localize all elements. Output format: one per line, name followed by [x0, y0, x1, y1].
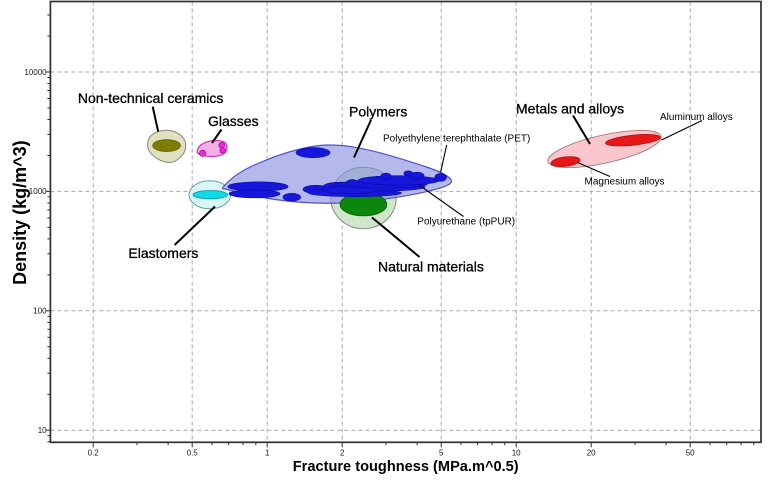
svg-text:Aluminum alloys: Aluminum alloys: [660, 112, 733, 123]
svg-text:2: 2: [340, 449, 345, 458]
svg-text:10000: 10000: [24, 68, 47, 77]
svg-text:Fracture toughness (MPa.m^0.5): Fracture toughness (MPa.m^0.5): [293, 459, 519, 475]
svg-text:0.2: 0.2: [88, 449, 100, 458]
svg-text:Magnesium alloys: Magnesium alloys: [585, 177, 665, 188]
svg-text:Polyurethane (tpPUR): Polyurethane (tpPUR): [417, 217, 515, 228]
svg-text:20: 20: [587, 449, 596, 458]
svg-text:0.5: 0.5: [187, 449, 199, 458]
svg-text:100: 100: [33, 307, 47, 316]
svg-text:Natural materials: Natural materials: [378, 259, 484, 275]
svg-text:Metals and alloys: Metals and alloys: [516, 101, 624, 117]
svg-text:Density (kg/m^3): Density (kg/m^3): [10, 140, 30, 285]
svg-text:1000: 1000: [29, 187, 47, 196]
svg-text:10: 10: [512, 449, 521, 458]
svg-text:Polyethylene terephthalate (PE: Polyethylene terephthalate (PET): [383, 133, 530, 144]
svg-text:1: 1: [265, 449, 270, 458]
svg-text:10: 10: [38, 426, 47, 435]
svg-text:Non-technical ceramics: Non-technical ceramics: [78, 90, 224, 106]
svg-text:5: 5: [439, 449, 444, 458]
svg-text:50: 50: [686, 449, 695, 458]
svg-text:Polymers: Polymers: [349, 104, 407, 120]
svg-text:Glasses: Glasses: [208, 113, 259, 129]
svg-text:Elastomers: Elastomers: [128, 245, 198, 261]
